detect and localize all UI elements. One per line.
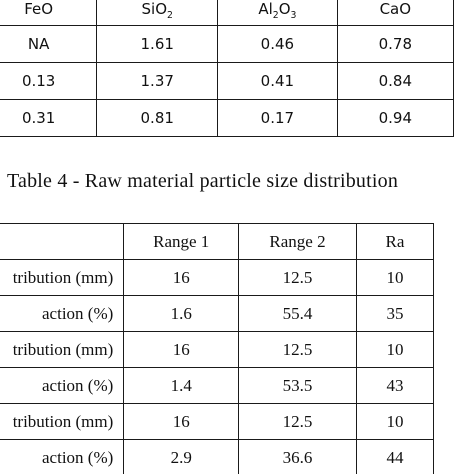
table-cell: 44 (355, 439, 435, 474)
row-label: tribution (mm) (0, 259, 125, 296)
table-cell: 16 (123, 259, 240, 296)
table-cell: 0.31 (0, 99, 98, 137)
table-cell: 12.5 (238, 331, 357, 368)
header-range-1: Range 1 (123, 223, 240, 260)
table-cell: 16 (123, 403, 240, 440)
header-al2o3: Al2O3 (217, 0, 338, 26)
header-sio2: SiO2 (96, 0, 219, 26)
table-cell: 10 (355, 259, 435, 296)
table-cell: 0.78 (336, 25, 455, 63)
header-blank (0, 223, 125, 260)
table-cell: 12.5 (238, 403, 357, 440)
table-cell: 0.17 (217, 99, 338, 137)
table-cell: 0.46 (217, 25, 338, 63)
table-cell: 0.84 (336, 62, 455, 100)
table-cell: 0.94 (336, 99, 455, 137)
table-cell: 10 (355, 331, 435, 368)
header-range-3: Ra (355, 223, 435, 260)
table-cell: 0.81 (96, 99, 219, 137)
table-row: 0.31 0.81 0.17 0.94 (0, 99, 455, 137)
table-row: action (%) 1.6 55.4 35 (0, 295, 435, 332)
oxide-composition-table: FeO SiO2 Al2O3 CaO NA 1.61 0.46 0.78 0.1… (0, 0, 455, 137)
row-label: tribution (mm) (0, 331, 125, 368)
table-cell: 2.9 (123, 439, 240, 474)
table-row: 0.13 1.37 0.41 0.84 (0, 62, 455, 100)
table-cell: 35 (355, 295, 435, 332)
header-range-2: Range 2 (238, 223, 357, 260)
table-header-row: FeO SiO2 Al2O3 CaO (0, 0, 455, 26)
formula-part: 2 (167, 10, 173, 21)
table-cell: 10 (355, 403, 435, 440)
table-cell: 0.41 (217, 62, 338, 100)
table-row: tribution (mm) 16 12.5 10 (0, 331, 435, 368)
particle-size-table: Range 1 Range 2 Ra tribution (mm) 16 12.… (0, 223, 435, 474)
table-header-row: Range 1 Range 2 Ra (0, 223, 435, 260)
table-cell: 0.13 (0, 62, 98, 100)
table-cell: NA (0, 25, 98, 63)
table-row: tribution (mm) 16 12.5 10 (0, 259, 435, 296)
row-label: action (%) (0, 367, 125, 404)
formula-part: SiO (141, 0, 168, 18)
table-cell: 53.5 (238, 367, 357, 404)
formula-part: Al (258, 0, 273, 18)
row-label: action (%) (0, 439, 125, 474)
formula-part: O (278, 0, 291, 18)
table-row: NA 1.61 0.46 0.78 (0, 25, 455, 63)
table-caption: Table 4 - Raw material particle size dis… (7, 170, 399, 192)
table-cell: 43 (355, 367, 435, 404)
formula-part: 2 (272, 10, 279, 21)
table-row: tribution (mm) 16 12.5 10 (0, 403, 435, 440)
row-label: tribution (mm) (0, 403, 125, 440)
table-cell: 36.6 (238, 439, 357, 474)
formula-part: 3 (290, 10, 297, 21)
header-feo: FeO (0, 0, 98, 26)
table-cell: 1.4 (123, 367, 240, 404)
table-cell: 16 (123, 331, 240, 368)
header-cao: CaO (336, 0, 455, 26)
table-row: action (%) 2.9 36.6 44 (0, 439, 435, 474)
row-label: action (%) (0, 295, 125, 332)
table-cell: 12.5 (238, 259, 357, 296)
table-cell: 1.61 (96, 25, 219, 63)
table-cell: 1.37 (96, 62, 219, 100)
table-cell: 1.6 (123, 295, 240, 332)
table-row: action (%) 1.4 53.5 43 (0, 367, 435, 404)
table-cell: 55.4 (238, 295, 357, 332)
